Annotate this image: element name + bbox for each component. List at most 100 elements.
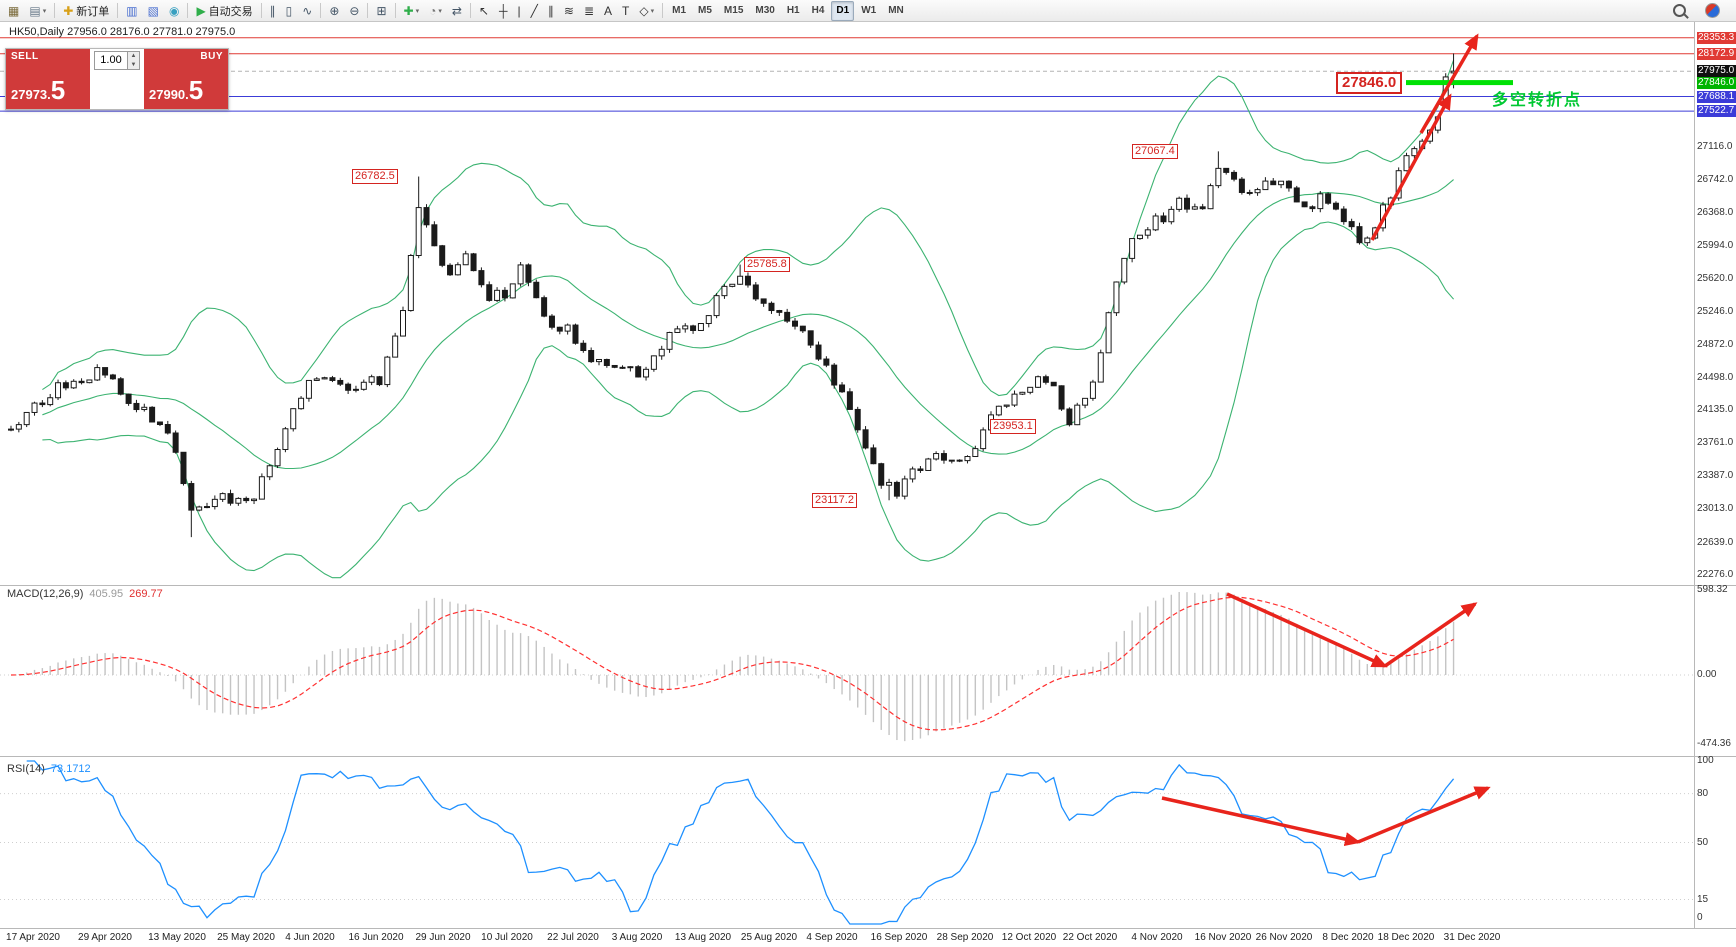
shapes-tool-icon: ◇ [639, 3, 649, 18]
bollinger-lower-band [42, 221, 1455, 579]
add-indicator-button[interactable]: ✚ ▾ [400, 1, 424, 21]
new-order-button[interactable]: ✚ 新订单 [59, 1, 113, 21]
text-tool-icon: A [604, 3, 613, 18]
buy-button-label: BUY [200, 51, 223, 62]
vertical-line-tool-icon: | [517, 3, 521, 18]
metaquotes-badge[interactable] [1701, 1, 1724, 21]
buy-price: 27990.5 [149, 75, 204, 105]
new-order-button-label: 新订单 [76, 5, 110, 18]
volume-down-button[interactable]: ▼ [128, 60, 139, 69]
timeframe-m30-button[interactable]: M30 [755, 5, 775, 16]
zoom-out-button[interactable]: ⊖ [345, 1, 363, 21]
macd-trend-arrow [1226, 592, 1388, 668]
market-watch-button[interactable]: ▥ [122, 1, 141, 21]
turning-point-text: 多空转折点 [1492, 92, 1583, 109]
crosshair-tool-icon: ┼ [499, 3, 508, 18]
auto-trading-button-label: 自动交易 [208, 5, 253, 18]
sell-button-label: SELL [11, 51, 39, 62]
crosshair-tool-button[interactable]: ┼ [495, 1, 512, 21]
shapes-tool-button[interactable]: ◇ ▾ [635, 1, 658, 21]
macd-main-value: 405.95 [89, 588, 124, 600]
rsi-line [26, 760, 1455, 925]
rsi-value: 73.1712 [50, 763, 91, 775]
turning-point-line [1406, 80, 1513, 86]
data-window-icon: ▧ [147, 3, 159, 18]
navigator-icon: ◉ [168, 3, 180, 18]
main-trend-arrow [1419, 33, 1479, 134]
search-button[interactable] [1669, 1, 1690, 21]
chart-profiles-icon: ▤ [29, 3, 41, 18]
line-chart-button[interactable]: ∿ [298, 1, 316, 21]
toolbar-separator [662, 3, 664, 18]
macd-indicator-label: MACD(12,26,9) 405.95 269.77 [7, 588, 163, 600]
label-tool-button[interactable]: T [618, 1, 633, 21]
zoom-in-icon: ⊕ [329, 3, 340, 18]
search-icon [1673, 4, 1686, 17]
toolbar-separator [187, 3, 189, 18]
chart-shift-button[interactable]: ⇄ [448, 1, 466, 21]
navigator-button[interactable]: ◉ [165, 1, 183, 21]
trendline-tool-button[interactable]: ╱ [527, 1, 542, 21]
timeframe-h4-button[interactable]: H4 [811, 5, 825, 16]
main-trend-arrow [1370, 93, 1452, 241]
tile-windows-button[interactable]: ⊞ [372, 1, 390, 21]
toolbar-separator [320, 3, 322, 18]
cycles-button[interactable]: ◔ ▾ [425, 1, 446, 21]
timeframe-m1-button[interactable]: M1 [672, 5, 687, 16]
zoom-out-icon: ⊖ [349, 3, 360, 18]
buy-button[interactable]: BUY 27990.5 [144, 49, 228, 109]
bar-chart-button[interactable]: ∥ [266, 1, 280, 21]
text-tool-button[interactable]: A [600, 1, 616, 21]
timeframe-m15-button[interactable]: M15 [723, 5, 744, 16]
add-indicator-icon: ✚ [403, 3, 414, 18]
line-chart-icon: ∿ [302, 3, 313, 18]
one-click-trading-panel: SELL 27973.5 1.00 ▲ ▼ BUY 27990.5 [5, 48, 229, 110]
timeframe-h1-button[interactable]: H1 [786, 5, 800, 16]
levels-tool-button[interactable]: ≣ [580, 1, 598, 21]
macd-name: MACD(12,26,9) [7, 588, 84, 600]
volume-spinner: ▲ ▼ [127, 52, 139, 69]
zoom-in-button[interactable]: ⊕ [325, 1, 343, 21]
bollinger-upper-band [42, 59, 1455, 397]
toolbar-separator [260, 3, 262, 18]
tile-windows-icon: ⊞ [376, 3, 387, 18]
auto-trading-button[interactable]: ▶ 自动交易 [192, 1, 256, 21]
timeframe-m5-button[interactable]: M5 [698, 5, 712, 16]
cycles-icon: ◔ [429, 3, 437, 18]
new-order-icon: ✚ [63, 3, 74, 18]
chevron-down-icon: ▾ [438, 7, 442, 15]
rsi-indicator-label: RSI(14) 73.1712 [7, 763, 91, 775]
candles-layer [8, 53, 1457, 538]
timeframe-mn-button[interactable]: MN [888, 5, 904, 16]
chevron-down-icon: ▾ [42, 7, 47, 15]
chevron-down-icon: ▾ [650, 7, 655, 15]
cursor-tool-button[interactable]: ↖ [475, 1, 493, 21]
levels-tool-icon: ≣ [583, 3, 594, 18]
candle-chart-icon: ▯ [285, 3, 293, 18]
toolbar-separator [117, 3, 119, 18]
sell-button[interactable]: SELL 27973.5 [6, 49, 90, 109]
toolbar-separator [469, 3, 471, 18]
cursor-tool-icon: ↖ [478, 3, 489, 18]
toolbar-right-group [1668, 1, 1725, 21]
new-chart-button[interactable]: ▦ [4, 1, 23, 21]
trendline-tool-icon: ╱ [530, 3, 538, 18]
rsi-name: RSI(14) [7, 763, 45, 775]
volume-field[interactable]: 1.00 ▲ ▼ [90, 49, 144, 109]
data-window-button[interactable]: ▧ [144, 1, 163, 21]
vertical-line-tool-button[interactable]: | [514, 1, 525, 21]
timeframe-d1-button[interactable]: D1 [831, 0, 855, 21]
channel-tool-button[interactable]: ∥ [544, 1, 558, 21]
toolbar-separator [367, 3, 369, 18]
chart-profiles-button[interactable]: ▤ ▾ [25, 1, 50, 21]
volume-up-button[interactable]: ▲ [128, 52, 139, 61]
auto-trading-icon: ▶ [196, 3, 206, 18]
volume-value[interactable]: 1.00 [100, 54, 122, 66]
timeframe-w1-button[interactable]: W1 [861, 5, 877, 16]
channel-tool-icon: ∥ [547, 3, 554, 18]
candle-chart-button[interactable]: ▯ [282, 1, 297, 21]
fibonacci-tool-button[interactable]: ≋ [560, 1, 578, 21]
